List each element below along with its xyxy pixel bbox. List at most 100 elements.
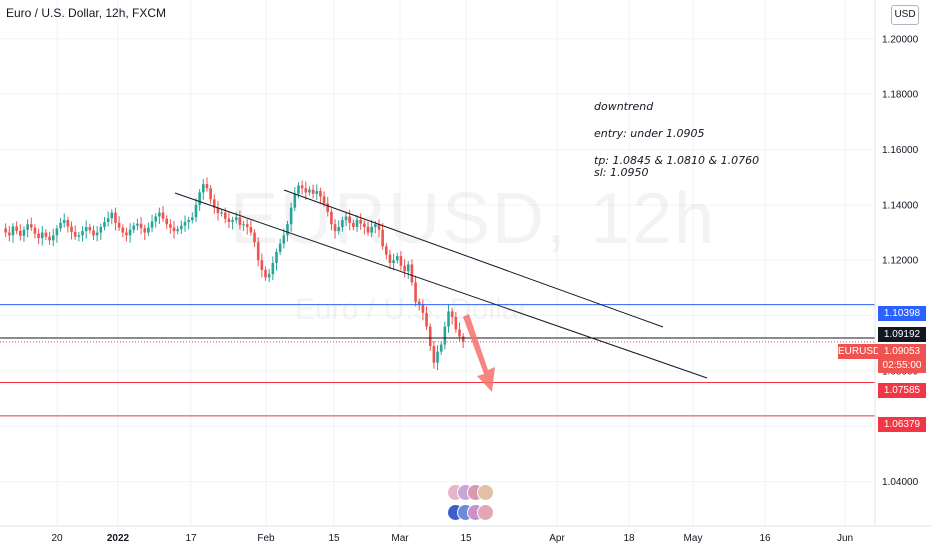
watermark-name: Euro / U.S. Dollar [295, 293, 529, 326]
red-level-2-tag: 1.06379 [878, 417, 926, 432]
candle-body [194, 204, 198, 218]
note-trend: downtrend [594, 100, 654, 113]
candle-body [128, 229, 132, 236]
candle-body [381, 229, 384, 247]
candle-body [180, 225, 183, 230]
candle-body [4, 228, 7, 233]
x-tick-label: Apr [549, 533, 565, 544]
candle-body [212, 199, 216, 208]
trend-channel [174, 189, 708, 379]
candle-body [95, 232, 99, 236]
candle-body [40, 232, 44, 239]
candle-body [136, 223, 139, 226]
candle-body [147, 227, 150, 233]
candle-body [450, 311, 454, 317]
candle-body [271, 263, 275, 275]
candle-body [344, 216, 348, 221]
candle-body [428, 326, 432, 347]
symbol-tag: EURUSD [838, 344, 881, 359]
candle-body [289, 207, 293, 225]
note-entry: entry: under 1.0905 [594, 127, 705, 140]
candle-body [370, 227, 373, 233]
candle-body [209, 188, 212, 200]
candle-body [150, 221, 154, 228]
candle-body [191, 217, 194, 221]
candle-body [172, 227, 176, 232]
candle-body [461, 336, 465, 342]
candle-body [359, 220, 362, 224]
candle-body [183, 222, 187, 226]
candle-body [169, 224, 172, 228]
candle-body [392, 260, 395, 263]
candle-body [234, 217, 238, 221]
candle-body [330, 211, 333, 225]
candle-body [161, 212, 165, 219]
candle-body [395, 256, 399, 261]
candle-body [300, 185, 304, 189]
time-axis: 20 2022 17 Feb 15 Mar 15 Apr 18 May 16 Jun [51, 533, 853, 544]
candle-body [439, 344, 443, 352]
candle-body [62, 220, 66, 223]
candle-body [121, 227, 125, 233]
candle-body [29, 224, 33, 228]
event-icon[interactable] [477, 484, 494, 501]
candle-body [227, 218, 231, 223]
trendline-upper [283, 189, 664, 328]
candle-body [99, 227, 103, 233]
candle-body [238, 217, 242, 225]
candle-body [55, 228, 59, 236]
candle-body [406, 264, 410, 272]
x-tick-label: Feb [257, 533, 275, 544]
candle-body [366, 227, 370, 233]
candle-body [308, 189, 311, 193]
candle-body [377, 224, 381, 230]
currency-button[interactable]: USD [891, 5, 919, 25]
candle-body [458, 329, 461, 337]
candle-body [59, 222, 62, 229]
x-tick-label: Mar [391, 533, 409, 544]
candle-body [253, 232, 256, 243]
current-price-tag: 1.09053 [878, 344, 926, 359]
candle-body [223, 212, 227, 219]
trendline-lower [174, 192, 708, 379]
candle-body [176, 229, 179, 232]
candle-body [260, 260, 264, 270]
candle-body [322, 196, 326, 204]
y-tick-label: 1.04000 [882, 477, 919, 488]
chart-grid [0, 0, 875, 526]
candle-body [293, 193, 297, 208]
candle-body [315, 191, 319, 194]
candle-body [304, 188, 308, 193]
candle-body [81, 231, 84, 236]
candle-body [417, 301, 421, 305]
candle-body [319, 191, 322, 197]
candle-body [311, 189, 315, 194]
candle-body [421, 304, 425, 313]
candle-body [242, 224, 245, 226]
candle-body [125, 232, 128, 236]
candle-body [88, 227, 92, 231]
candle-body [187, 220, 190, 223]
candle-body [348, 216, 351, 223]
red-level-1-tag: 1.07585 [878, 383, 926, 398]
event-icon[interactable] [477, 504, 494, 521]
candle-body [425, 312, 428, 327]
candle-body [114, 212, 117, 223]
candle-body [84, 227, 88, 232]
candle-body [275, 251, 278, 263]
down-arrow-icon [463, 314, 495, 392]
candle-body [403, 265, 406, 272]
candle-body [132, 225, 136, 230]
x-tick-label: 2022 [107, 533, 130, 544]
y-tick-label: 1.16000 [882, 145, 919, 156]
x-tick-label: Jun [837, 533, 853, 544]
candle-body [414, 282, 417, 302]
candle-body [15, 226, 18, 231]
candle-body [282, 235, 286, 244]
candle-body [249, 227, 253, 233]
symbol-title[interactable]: Euro / U.S. Dollar, 12h, FXCM [6, 6, 167, 20]
candle-body [92, 230, 95, 236]
candle-body [26, 224, 29, 230]
candle-body [256, 242, 260, 261]
